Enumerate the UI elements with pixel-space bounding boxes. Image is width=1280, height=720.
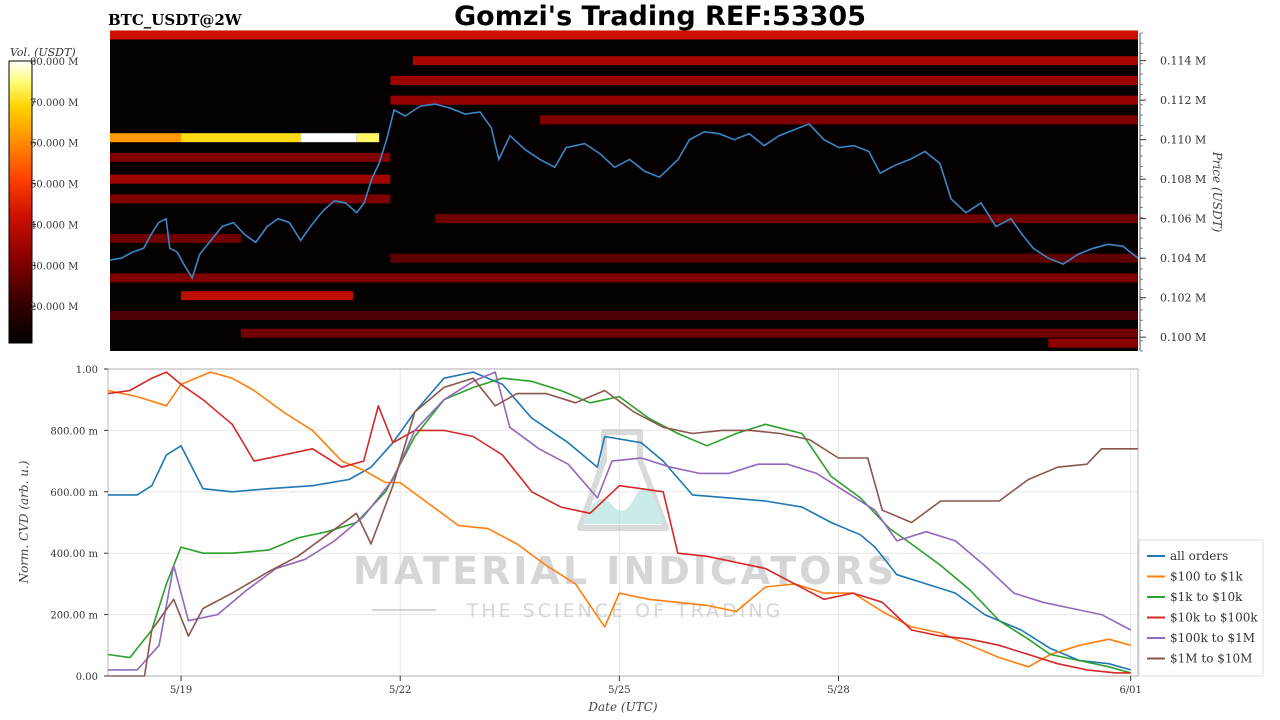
heatmap-band (435, 214, 1139, 224)
heatmap-band (181, 133, 301, 143)
cvd-x-tick-label: 5/19 (170, 685, 192, 696)
price-tick-label: 0.106 M (1160, 213, 1206, 226)
cvd-series-line (108, 371, 1132, 671)
heatmap-band (110, 273, 1138, 283)
heatmap-band (110, 310, 1138, 320)
symbol-label: BTC_USDT@2W (108, 11, 243, 29)
heatmap-band (110, 174, 391, 184)
legend-box (1138, 539, 1264, 677)
legend-entry: $100 to $1k (1170, 570, 1243, 584)
cvd-x-tick-label: 5/25 (608, 685, 630, 696)
colorbar-tick-label: 80.000 M (30, 57, 78, 68)
heatmap-band (110, 30, 1138, 40)
heatmap-band (390, 75, 1138, 85)
heatmap-band (300, 133, 357, 143)
price-line (109, 103, 1139, 280)
price-axis: 0.100 M 0.102 M 0.104 M 0.106 M 0.108 M 0.110… (1139, 32, 1206, 352)
cvd-series-line (108, 371, 1131, 671)
heatmap-band (539, 115, 1138, 125)
heatmap-band (110, 194, 391, 204)
heatmap-band (390, 95, 1138, 105)
cvd-y-axis-label: Norm. CVD (arb. u.) (17, 460, 31, 584)
colorbar-tick-label: 40.000 M (30, 220, 78, 231)
cvd-y-tick-label: 0.00 (76, 672, 98, 683)
cvd-series (107, 371, 1138, 677)
price-tick-label: 0.108 M (1160, 173, 1206, 186)
colorbar-label: Vol. (USDT) (10, 46, 76, 59)
heatmap-bands (110, 30, 1139, 348)
flask-logo-icon (577, 429, 669, 531)
price-tick-label: 0.102 M (1160, 292, 1206, 305)
cvd-y-tick-label: 400.00 m (50, 549, 98, 560)
price-tick-label: 0.104 M (1160, 252, 1206, 265)
colorbar-tick-label: 60.000 M (30, 139, 78, 150)
watermark-title: MATERIAL INDICATORS (353, 549, 897, 593)
legend-entry: $100k to $1M (1170, 631, 1255, 645)
price-tick-label: 0.100 M (1160, 331, 1206, 344)
legend-entry: $10k to $100k (1170, 611, 1258, 625)
cvd-x-tick-label: 5/22 (389, 685, 411, 696)
cvd-x-tick-label: 6/01 (1119, 685, 1141, 696)
colorbar-tick-label: 70.000 M (30, 98, 78, 109)
heatmap-band (110, 152, 391, 162)
cvd-y-tick-label: 1.00 (76, 365, 98, 376)
heatmap-band (1048, 338, 1138, 348)
heatmap-band (390, 253, 1138, 263)
price-tick-label: 0.112 M (1160, 94, 1206, 107)
price-axis-label: Price (USDT) (1210, 151, 1224, 233)
colorbar-ticks: 20.000 M 30.000 M 40.000 M 50.000 M 60.000 M… (30, 57, 78, 313)
heatmap-band (356, 133, 380, 143)
cvd-x-tick-label: 5/28 (827, 685, 849, 696)
cvd-y-tick-label: 600.00 m (50, 488, 98, 499)
cvd-axes-frame (107, 368, 1139, 677)
price-tick-label: 0.114 M (1160, 55, 1206, 68)
legend-entry: all orders (1170, 549, 1228, 563)
cvd-y-tick-label: 200.00 m (50, 611, 98, 622)
cvd-axes: 0.00 200.00 m 400.00 m 600.00 m 800.00 m 1.00… (50, 365, 1142, 696)
heatmap-panel (109, 30, 1139, 351)
heatmap-band (110, 233, 241, 243)
colorbar-tick-label: 30.000 M (30, 261, 78, 272)
colorbar-tick-label: 50.000 M (30, 180, 78, 191)
cvd-series-line (107, 371, 1131, 668)
chart-title: Gomzi's Trading REF:53305 (454, 1, 866, 32)
cvd-series-line (107, 377, 1131, 674)
heatmap-band (181, 291, 353, 301)
colorbar-tick-label: 20.000 M (30, 302, 78, 313)
cvd-y-tick-label: 800.00 m (50, 426, 98, 437)
cvd-series-line (107, 371, 1131, 674)
legend: all orders $100 to $1k $1k to $10k $10k to … (1138, 539, 1264, 677)
legend-entry: $1M to $10M (1170, 652, 1252, 666)
price-tick-label: 0.110 M (1160, 134, 1206, 147)
colorbar (8, 60, 33, 344)
cvd-x-axis-label: Date (UTC) (587, 700, 657, 714)
cvd-series-line (108, 377, 1138, 677)
heatmap-band (412, 56, 1138, 66)
legend-entry: $1k to $10k (1170, 590, 1243, 604)
heatmap-band (110, 133, 182, 143)
heatmap-band (240, 328, 1138, 338)
